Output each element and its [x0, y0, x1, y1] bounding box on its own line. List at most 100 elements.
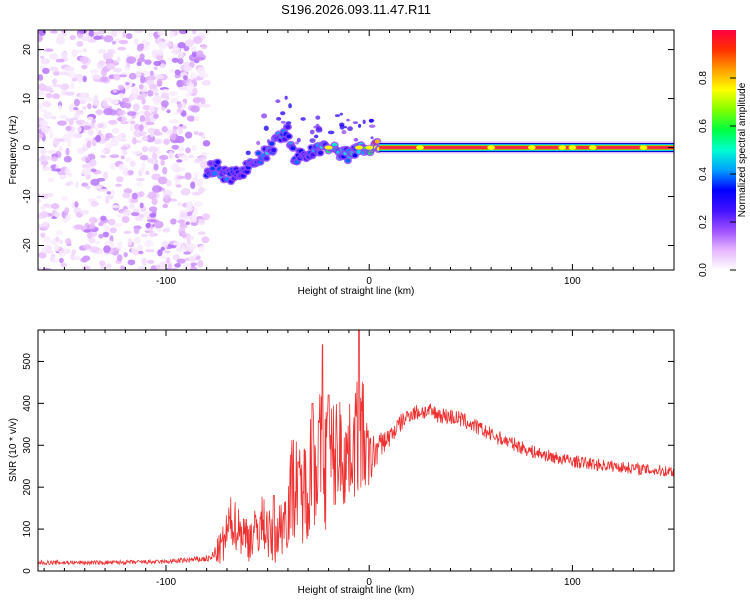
- spectrogram-noise-blob: [98, 221, 104, 227]
- spectrogram-noise-blob: [52, 93, 61, 100]
- spectrogram-noise-blob: [97, 123, 104, 129]
- spectrogram-noise-blob: [124, 65, 131, 71]
- colorbar-tick-label: 0.6: [698, 119, 709, 133]
- carrier-highlight: [355, 145, 364, 150]
- spectrogram-noise-blob: [46, 192, 54, 198]
- spectrogram-noise-blob: [120, 145, 128, 151]
- spectrogram-noise-blob: [169, 69, 175, 74]
- spectrogram-noise-blob: [103, 35, 114, 43]
- spectrogram-noise-blob: [115, 245, 123, 249]
- spectrogram-signal-blob: [352, 121, 359, 125]
- spectrogram-noise-blob: [154, 92, 159, 96]
- spectrogram-noise-blob: [91, 119, 96, 124]
- spectrogram-noise-blob: [59, 257, 64, 264]
- spectrogram-noise-blob: [111, 40, 117, 45]
- spectrogram-noise-blob: [153, 163, 159, 171]
- spectrogram-noise-blob: [127, 111, 137, 116]
- spectrogram-noise-blob: [185, 221, 191, 226]
- spectrogram-noise-blob: [159, 155, 169, 160]
- spectrogram-noise-blob: [121, 97, 130, 103]
- spectrogram-noise-blob: [170, 97, 179, 104]
- spectrogram-noise-blob: [58, 145, 63, 152]
- spectrogram-signal-blob: [327, 130, 335, 135]
- spectrogram-noise-blob: [59, 115, 68, 119]
- spectrogram-noise-blob: [40, 55, 45, 59]
- spectrogram-noise-blob: [160, 100, 169, 108]
- spectrogram-noise-blob: [164, 250, 171, 254]
- carrier-highlight: [639, 145, 648, 150]
- spectrogram-signal-core: [285, 124, 291, 129]
- spectrogram-noise-blob: [149, 131, 155, 138]
- spectrogram-noise-blob: [64, 66, 75, 72]
- spectrogram-x-tick-label: -100: [156, 276, 176, 287]
- spectrogram-noise-blob: [104, 196, 110, 204]
- spectrogram-noise-blob: [157, 176, 168, 185]
- spectrogram-noise-blob: [132, 103, 140, 112]
- spectrogram-noise-blob: [148, 206, 158, 213]
- spectrogram-noise-blob: [102, 231, 110, 238]
- spectrogram-noise-blob: [115, 30, 123, 34]
- spectrogram-noise-blob: [38, 103, 44, 110]
- spectrogram-noise-blob: [190, 262, 198, 266]
- snr-y-tick-label: 0: [22, 568, 33, 574]
- spectrogram-noise-blob: [59, 174, 67, 179]
- spectrogram-noise-blob: [174, 73, 181, 79]
- spectrogram-noise-blob: [38, 266, 41, 270]
- spectrogram-noise-blob: [111, 127, 120, 134]
- spectrogram-noise-blob: [77, 32, 84, 39]
- spectrogram-noise-blob: [177, 42, 186, 49]
- spectrogram-noise-blob: [140, 75, 146, 84]
- spectrogram-noise-blob: [118, 39, 129, 45]
- spectrogram-noise-blob: [68, 71, 77, 79]
- spectrogram-noise-blob: [76, 49, 82, 54]
- spectrogram-noise-blob: [197, 260, 204, 268]
- spectrogram-noise-blob: [40, 210, 49, 219]
- spectrogram-noise-blob: [194, 201, 203, 208]
- spectrogram-noise-blob: [177, 219, 186, 224]
- spectrogram-noise-blob: [178, 227, 186, 236]
- spectrogram-noise-blob: [68, 104, 76, 113]
- spectrogram-noise-blob: [40, 205, 46, 211]
- spectrogram-noise-blob: [42, 221, 48, 227]
- spectrogram-noise-blob: [139, 131, 147, 136]
- colorbar-gradient: [712, 30, 736, 270]
- spectrogram-noise-blob: [38, 133, 45, 138]
- spectrogram-signal-blob: [245, 150, 251, 156]
- spectrogram-noise-blob: [136, 177, 145, 182]
- spectrogram-signal-blob: [369, 118, 374, 123]
- spectrogram-noise-blob: [184, 131, 193, 139]
- spectrogram-noise-blob: [49, 89, 55, 93]
- spectrogram-noise-blob: [56, 138, 65, 142]
- spectrogram-noise-blob: [146, 75, 156, 81]
- spectrogram-noise-blob: [132, 236, 141, 245]
- spectrogram-noise-blob: [108, 218, 116, 226]
- spectrogram-noise-blob: [93, 35, 102, 40]
- spectrogram-noise-blob: [93, 94, 99, 102]
- spectrogram-signal-core: [215, 160, 221, 165]
- carrier-highlight: [324, 145, 333, 150]
- spectrogram-noise-blob: [90, 168, 97, 173]
- spectrogram-noise-blob: [119, 74, 127, 78]
- spectrogram-noise-blob: [89, 246, 100, 253]
- spectrogram-noise-blob: [168, 31, 175, 39]
- spectrogram-noise-blob: [40, 193, 48, 199]
- spectrogram-noise-blob: [201, 79, 211, 86]
- spectrogram-noise-blob: [89, 69, 100, 74]
- spectrogram-noise-blob: [98, 233, 104, 239]
- spectrogram-noise-blob: [149, 70, 154, 77]
- spectrogram-signal-core: [212, 171, 218, 176]
- spectrogram-noise-blob: [83, 229, 91, 233]
- spectrogram-noise-blob: [60, 263, 68, 268]
- spectrogram-noise-blob: [121, 103, 130, 108]
- spectrogram-noise-blob: [193, 171, 199, 180]
- spectrogram-noise-blob: [161, 126, 168, 133]
- spectrogram-signal-blob: [343, 125, 348, 129]
- spectrogram-noise-blob: [74, 181, 79, 189]
- spectrogram-noise-blob: [57, 105, 62, 111]
- spectrogram-noise-blob: [93, 31, 101, 36]
- spectrogram-noise-blob: [102, 171, 109, 180]
- spectrogram-noise-blob: [85, 174, 91, 180]
- spectrogram-noise-blob: [51, 84, 62, 88]
- spectrogram-noise-blob: [176, 258, 186, 264]
- spectrogram-signal-blob: [368, 124, 376, 128]
